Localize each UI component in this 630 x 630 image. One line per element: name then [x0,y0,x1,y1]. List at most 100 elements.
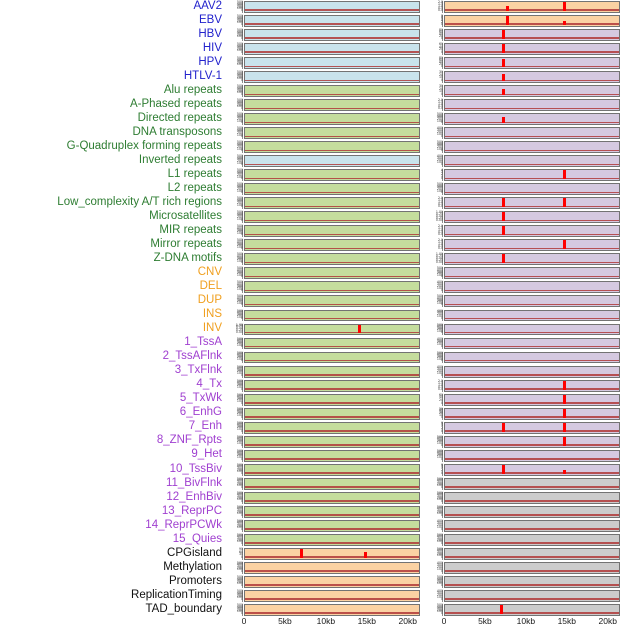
y-tick-label: 100 [236,384,243,389]
data-bar [501,30,505,39]
baseline [245,458,419,460]
y-tick-label: 2.0 [437,378,443,383]
y-tick-label: 0 [440,568,443,573]
y-tick-label: 400 [236,99,243,104]
y-tick-label: 200 [436,522,443,527]
y-axis-right-row-11: 400 300 200 100 0 [422,155,444,167]
baseline [245,542,419,544]
y-tick-label: 300 [236,17,243,22]
y-tick-label: 500 [436,546,443,551]
y-tick-label: 100 [236,609,243,614]
track-plot-right-alu-repeats [444,85,620,98]
y-axis-line [442,71,443,84]
data-bar [563,198,567,208]
track-plot-right-6-enhg [444,407,620,420]
y-tick-label: 300 [236,465,243,470]
y-axis-line [242,141,243,154]
y-tick-label: 500 [236,56,243,61]
y-tick-label: 1.5 [437,198,443,203]
y-tick-label: 1.0 [437,228,443,233]
track-plot-left-mirror-repeats [244,239,420,252]
y-tick-label: 60 [438,392,443,397]
y-tick-label: 0.5 [437,202,443,207]
y-tick-label: 500 [436,322,443,327]
y-tick-label: 100 [236,497,243,502]
y-tick-label: 100 [236,427,243,431]
y-tick-label: 200 [236,565,243,570]
track-plot-left-7-enh [244,421,420,434]
y-axis-left-row-6: 500 400 300 200 100 0 [222,85,244,97]
y-tick-label: 0 [240,484,243,489]
y-tick-label: 40 [438,60,443,65]
y-axis-left-row-16: 500 400 300 200 100 0 [222,225,244,237]
y-tick-label: 30 [438,409,443,414]
baseline [245,163,419,166]
y-axis-line [242,533,243,546]
y-tick-label: 1.0 [437,382,443,387]
track-plot-left-9-het [244,449,420,462]
y-axis-left-row-5: 500 400 300 200 100 0 [222,70,244,83]
y-tick-label: 200 [436,284,443,289]
y-tick-label: 0 [240,554,243,559]
row-label-2-tssaflnk: 2_TssAFlnk [162,350,222,363]
data-bar [505,16,509,25]
y-tick-label: 200 [436,130,443,135]
row-label-14-reprpcwk: 14_ReprPCWk [145,518,222,531]
baseline [245,528,419,530]
y-tick-label: 0 [440,344,443,349]
data-bar [563,170,567,180]
row-label-l2-repeats: L2 repeats [167,182,222,195]
track-plot-right-z-dna-motifs [444,253,620,266]
y-tick-label: 400 [436,604,443,609]
track-plot-right-cpgisland [444,547,620,560]
y-tick-label: 0 [440,92,443,97]
y-axis-left-row-22: 500 400 300 200 100 0 [222,309,244,322]
track-plot-right-hbv [444,29,620,41]
y-tick-label: 500 [236,98,243,103]
y-axis-right-row-18: 1.00 0.75 0.50 0.25 0.00 [422,253,444,265]
y-tick-label: 20 [438,411,443,416]
y-tick-label: 400 [236,310,243,315]
row-label-cpgisland: CPGisland [167,546,222,559]
y-tick-label: 0 [240,442,243,447]
track-plot-left-ins [244,309,420,322]
y-tick-label: 400 [236,268,243,272]
data-bar [501,226,505,236]
y-tick-label: 100 [236,258,243,263]
y-tick-label: 500 [236,126,243,131]
y-axis-line [442,323,443,336]
y-tick-label: 100 [236,455,243,460]
baseline [445,93,619,96]
y-tick-label: 2.0 [437,98,443,103]
y-tick-label: 300 [236,87,243,92]
y-axis-line [242,57,243,69]
baseline [445,556,619,558]
track-plot-right-inv [444,323,620,336]
track-plot-right-mir-repeats [444,225,620,238]
baseline [445,37,619,39]
y-tick-label: 100 [236,342,243,347]
track-plot-right-l1-repeats [444,169,620,182]
y-axis-right-row-6: 30 20 10 0 [422,85,444,97]
baseline [245,65,419,67]
data-bar [501,88,505,96]
y-tick-label: 200 [436,509,443,514]
y-axis-right-row-8: 500 400 300 200 100 0 [422,113,444,125]
baseline [245,556,419,558]
y-tick-label: 300 [236,493,243,498]
y-tick-label: 20 [438,72,443,77]
baseline [245,570,419,572]
track-plot-right-15-quies [444,533,620,546]
row-label-15-quies: 15_Quies [172,532,222,545]
baseline [245,430,419,432]
y-tick-label: 400 [436,492,443,497]
y-axis-line [242,351,243,364]
y-tick-label: 0.0 [437,232,443,237]
baseline [245,135,419,138]
baseline [245,9,419,11]
y-tick-label: 400 [236,71,243,76]
y-tick-label: 200 [236,453,243,458]
y-tick-label: 0 [240,35,243,40]
y-tick-label: 400 [236,492,243,497]
